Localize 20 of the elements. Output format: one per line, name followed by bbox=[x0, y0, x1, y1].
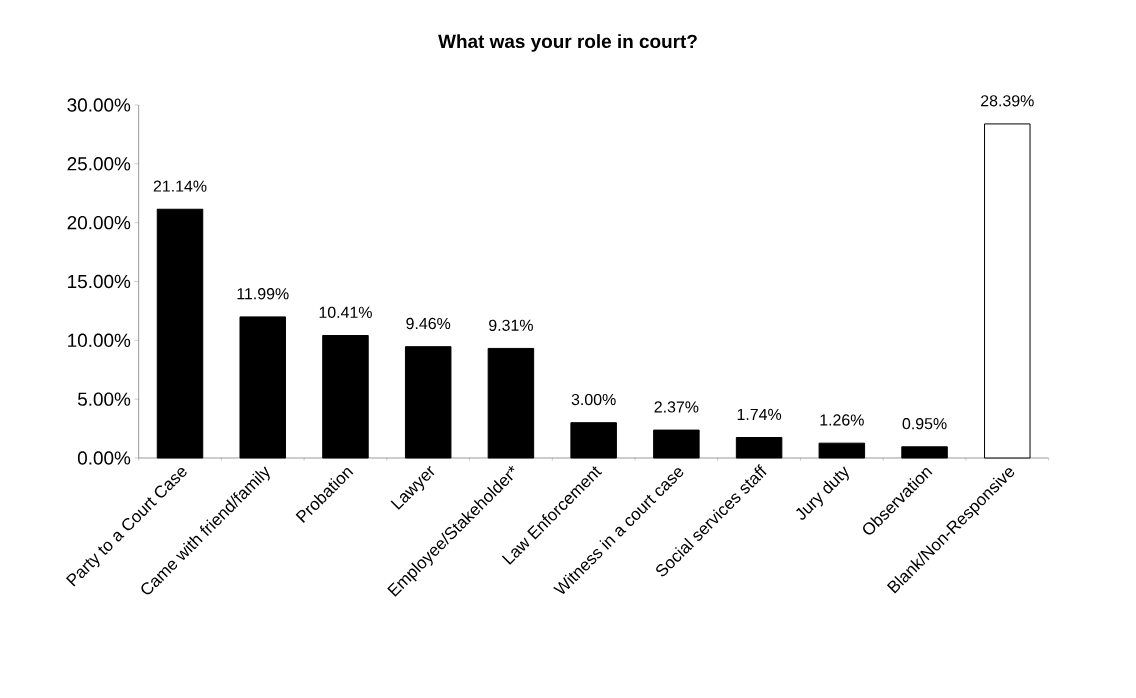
y-tick-label: 15.00% bbox=[68, 274, 131, 289]
data-label: 11.99% bbox=[237, 288, 289, 300]
chart-title: What was your role in court? bbox=[438, 34, 697, 52]
data-label: 9.31% bbox=[489, 319, 533, 331]
y-tick-label: 0.00% bbox=[77, 451, 131, 465]
data-label: 2.37% bbox=[654, 401, 699, 413]
data-label: 3.00% bbox=[571, 393, 616, 406]
data-label: 9.46% bbox=[406, 317, 451, 330]
y-tick-label: 25.00% bbox=[67, 157, 131, 171]
data-label: 1.26% bbox=[820, 414, 864, 426]
y-tick-label: 30.00% bbox=[67, 98, 131, 112]
y-tick-label: 5.00% bbox=[77, 392, 131, 406]
x-tick-label: Jury duty bbox=[796, 466, 849, 520]
data-label: 0.95% bbox=[902, 418, 947, 430]
y-tick-label: 10.00% bbox=[68, 333, 131, 348]
data-label: 10.41% bbox=[319, 306, 372, 318]
y-tick-label: 20.00% bbox=[67, 215, 131, 230]
data-label: 1.74% bbox=[737, 408, 782, 420]
data-label: 21.14% bbox=[153, 180, 207, 192]
data-label: 28.39% bbox=[981, 95, 1034, 107]
